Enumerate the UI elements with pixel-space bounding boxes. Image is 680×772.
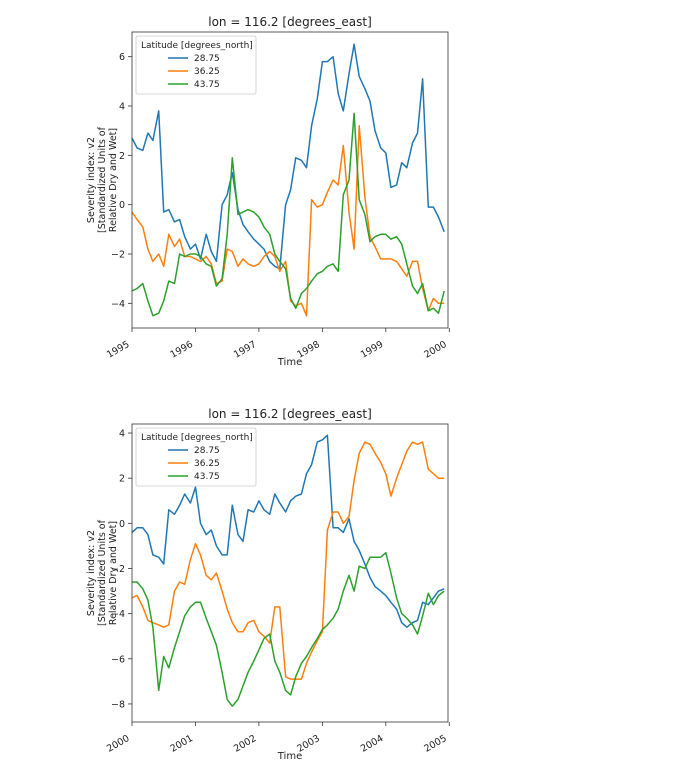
x-tick-label: 2004 xyxy=(359,733,385,755)
legend: Latitude [degrees_north] 28.75 36.25 43.75 xyxy=(135,427,257,487)
legend-label: 28.75 xyxy=(194,446,220,456)
legend-label: 43.75 xyxy=(194,472,220,482)
y-tick-label: −6 xyxy=(111,654,125,665)
y-tick-label: 0 xyxy=(119,519,125,530)
plot-frame xyxy=(131,423,449,723)
x-tick-label: 2000 xyxy=(105,733,131,755)
y-tick-label: 6 xyxy=(119,52,125,63)
y-tick-label: 0 xyxy=(119,200,125,211)
legend-label: 28.75 xyxy=(194,54,220,64)
x-tick-label: 1995 xyxy=(105,339,131,361)
series-line-43-75 xyxy=(132,551,445,707)
legend-label: 36.25 xyxy=(194,459,220,469)
plot-frame xyxy=(131,31,449,329)
legend: Latitude [degrees_north] 28.75 36.25 43.75 xyxy=(135,35,257,95)
chart-title: lon = 116.2 [degrees_east] xyxy=(208,407,372,421)
y-axis-label: Severity index: v2 xyxy=(86,137,97,223)
y-tick-label: 2 xyxy=(119,474,125,485)
x-tick-label: 2005 xyxy=(422,733,448,755)
x-axis-label: Time xyxy=(277,751,302,762)
series-line-28-75 xyxy=(131,434,445,628)
series-line-43-75 xyxy=(131,112,445,317)
y-axis-label: Severity index: v2 xyxy=(86,530,97,616)
y-tick-label: 4 xyxy=(119,429,125,440)
y-tick-label: −8 xyxy=(111,699,125,710)
y-tick-label: −2 xyxy=(111,250,125,261)
y-axis-label: [Standardized Units of xyxy=(97,519,108,626)
y-axis-label: [Standardized Units of xyxy=(97,126,108,233)
x-tick-label: 2000 xyxy=(422,339,448,361)
y-axis-label: Relative Dry and Wet] xyxy=(108,521,119,625)
legend-box xyxy=(135,427,257,487)
legend-label: 43.75 xyxy=(194,80,220,90)
y-tick-label: −2 xyxy=(111,564,125,575)
series-line-36-25 xyxy=(131,441,445,680)
legend-title: Latitude [degrees_north] xyxy=(141,41,253,51)
legend-label: 36.25 xyxy=(194,67,220,77)
legend-box xyxy=(135,35,257,95)
legend-title: Latitude [degrees_north] xyxy=(141,433,253,443)
y-axis-label: Relative Dry and Wet] xyxy=(108,128,119,232)
x-tick-label: 2002 xyxy=(232,733,258,755)
y-tick-label: 4 xyxy=(119,102,125,113)
chart-2: lon = 116.2 [degrees_east] −8 −6 −4 −2 0 2 4 200… xyxy=(86,407,450,762)
x-tick-label: 1996 xyxy=(169,339,195,361)
chart-title: lon = 116.2 [degrees_east] xyxy=(208,15,372,29)
x-axis-label: Time xyxy=(277,357,302,368)
y-tick-label: 2 xyxy=(119,151,125,162)
chart-1: lon = 116.2 [degrees_east] −4 −2 0 2 4 6 1995 19… xyxy=(86,15,450,368)
x-tick-label: 2001 xyxy=(169,733,195,755)
y-tick-label: −4 xyxy=(111,299,125,310)
series-line-28-75 xyxy=(131,43,445,270)
x-tick-label: 1997 xyxy=(232,339,258,361)
y-tick-label: −4 xyxy=(111,609,125,620)
x-tick-label: 1999 xyxy=(359,339,385,361)
